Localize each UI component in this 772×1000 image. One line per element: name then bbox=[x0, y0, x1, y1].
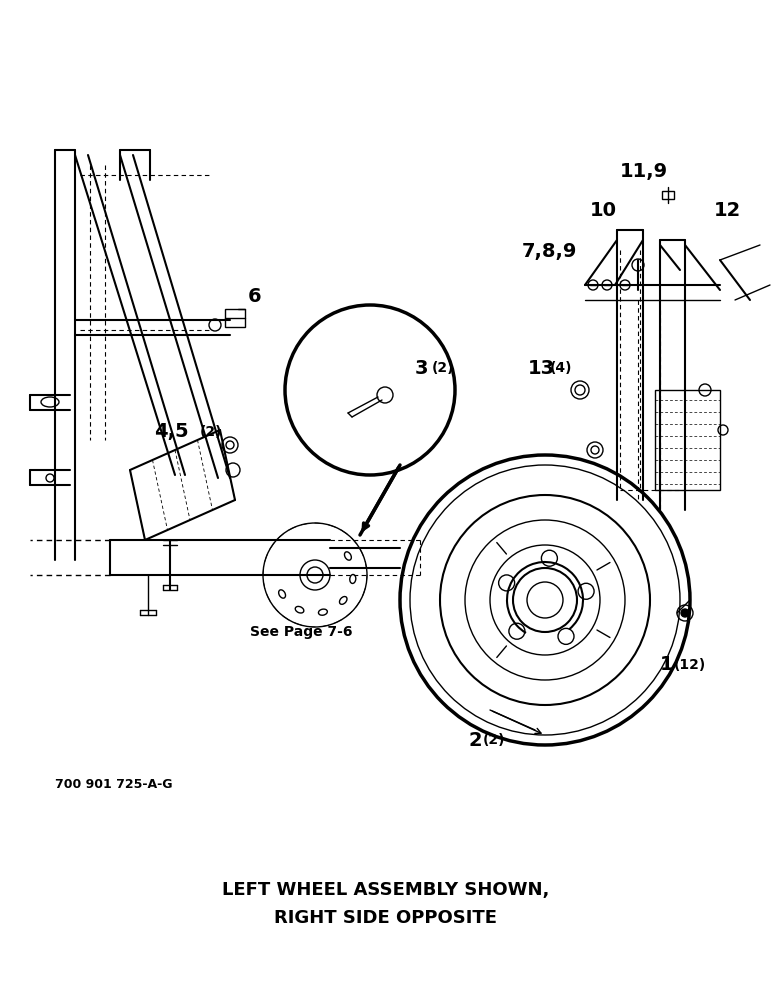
Bar bbox=[655, 390, 720, 490]
Text: See Page 7-6: See Page 7-6 bbox=[250, 625, 353, 639]
Text: 700 901 725-A-G: 700 901 725-A-G bbox=[55, 778, 172, 792]
Text: (2): (2) bbox=[432, 361, 455, 375]
Text: (2): (2) bbox=[483, 733, 506, 747]
Text: 4,5: 4,5 bbox=[154, 422, 188, 442]
Text: 2: 2 bbox=[468, 730, 482, 750]
Text: 12: 12 bbox=[714, 200, 741, 220]
Text: 13: 13 bbox=[528, 359, 555, 377]
Text: (4): (4) bbox=[550, 361, 573, 375]
Bar bbox=[662, 191, 674, 199]
Text: 10: 10 bbox=[590, 200, 617, 220]
Text: 7,8,9: 7,8,9 bbox=[522, 242, 577, 261]
Text: (2): (2) bbox=[200, 425, 222, 439]
Text: 3: 3 bbox=[415, 359, 428, 377]
Text: RIGHT SIDE OPPOSITE: RIGHT SIDE OPPOSITE bbox=[275, 909, 497, 927]
Text: 1: 1 bbox=[660, 656, 674, 674]
Text: 11,9: 11,9 bbox=[620, 162, 668, 182]
Circle shape bbox=[681, 609, 689, 617]
Bar bbox=[225, 309, 245, 327]
Text: (12): (12) bbox=[674, 658, 706, 672]
Text: LEFT WHEEL ASSEMBLY SHOWN,: LEFT WHEEL ASSEMBLY SHOWN, bbox=[222, 881, 550, 899]
Text: 6: 6 bbox=[248, 286, 262, 306]
